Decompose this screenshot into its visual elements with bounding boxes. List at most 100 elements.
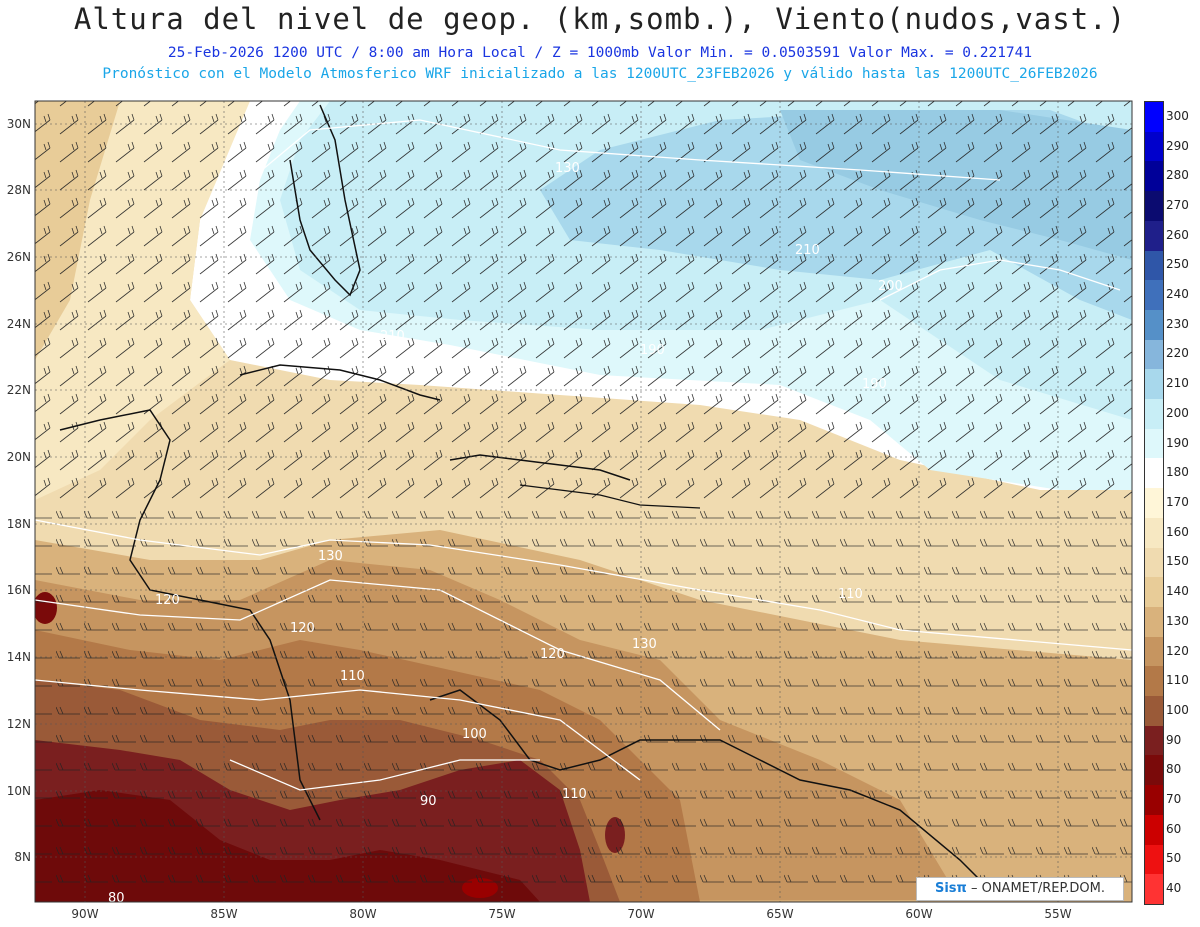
colorbar-level-label: 190 (1166, 435, 1189, 450)
colorbar-level-label: 100 (1166, 702, 1189, 717)
colorbar-level-label: 90 (1166, 732, 1182, 747)
contour-label: 120 (540, 647, 565, 662)
colorbar-cell (1145, 606, 1163, 637)
contour-label: 100 (462, 727, 487, 742)
contour-label: 110 (838, 587, 863, 602)
colorbar-level-label: 70 (1166, 792, 1182, 807)
colorbar-level-label: 170 (1166, 495, 1189, 509)
colorbar-level-label: 270 (1166, 197, 1189, 212)
colorbar-level-label: 290 (1166, 138, 1189, 153)
colorbar-cell (1145, 785, 1163, 816)
colorbar-cell (1145, 161, 1163, 192)
lat-label: 24N (7, 317, 31, 331)
colorbar-level-label: 110 (1166, 673, 1189, 688)
colorbar-level-label: 280 (1166, 168, 1189, 183)
lon-label: 70W (627, 907, 654, 921)
colorbar-level-label: 240 (1166, 287, 1189, 302)
colorbar-cell (1145, 517, 1163, 548)
lon-label: 65W (766, 907, 793, 921)
lon-label: 55W (1044, 907, 1071, 921)
lon-label: 75W (488, 907, 515, 921)
colorbar-cell (1145, 399, 1163, 430)
lat-label: 14N (7, 650, 31, 664)
lat-label: 16N (7, 583, 31, 597)
contour-label: 210 (380, 329, 405, 344)
contour-label: 110 (562, 787, 587, 802)
colorbar-level-label: 230 (1166, 316, 1189, 331)
colorbar-cell (1145, 488, 1163, 519)
lat-label: 28N (7, 183, 31, 197)
colorbar-level-label: 210 (1166, 376, 1189, 391)
colorbar-cell (1145, 874, 1163, 905)
colorbar-cell (1145, 696, 1163, 727)
colorbar-level-label: 180 (1166, 465, 1189, 480)
lat-label: 22N (7, 383, 31, 397)
colorbar-level-label: 130 (1166, 613, 1189, 628)
contour-label: 80 (108, 891, 125, 906)
lat-label: 8N (14, 850, 31, 864)
colorbar-cell (1145, 547, 1163, 578)
colorbar-cell (1145, 280, 1163, 311)
contour-label: 120 (155, 593, 180, 608)
logo-text: – ONAMET/REP.DOM. (970, 881, 1105, 896)
colorbar-level-label: 250 (1166, 257, 1189, 272)
colorbar-level-label: 50 (1166, 851, 1182, 866)
lon-label: 85W (210, 907, 237, 921)
colorbar (1144, 101, 1164, 905)
colorbar-level-label: 80 (1166, 762, 1182, 777)
colorbar-level-label: 260 (1166, 227, 1189, 242)
lat-label: 20N (7, 450, 31, 464)
colorbar-cell (1145, 844, 1163, 875)
lon-label: 90W (71, 907, 98, 921)
contour-label: 130 (632, 637, 657, 652)
logo-brand: Sisπ (934, 881, 967, 896)
onamet-logo: Sisπ – ONAMET/REP.DOM. (916, 877, 1124, 901)
contour-label: 190 (640, 343, 665, 358)
colorbar-cell (1145, 458, 1163, 489)
map-field: 130 120 110 100 90 80 110 120 130 120 11… (35, 101, 1132, 906)
colorbar-level-label: 120 (1166, 643, 1189, 658)
colorbar-cell (1145, 577, 1163, 608)
map-subtitle-model-info: Pronóstico con el Modelo Atmosferico WRF… (102, 66, 1098, 82)
contour-label: 190 (862, 377, 887, 392)
colorbar-level-label: 220 (1166, 346, 1189, 361)
lat-label: 10N (7, 784, 31, 798)
lat-label: 12N (7, 717, 31, 731)
colorbar-level-label: 300 (1166, 108, 1189, 123)
colorbar-cell (1145, 250, 1163, 281)
colorbar-level-label: 40 (1166, 881, 1182, 896)
colorbar-level-label: 140 (1166, 584, 1189, 599)
colorbar-cell (1145, 428, 1163, 459)
colorbar-cell (1145, 666, 1163, 697)
colorbar-cell (1145, 814, 1163, 845)
map-subtitle-valid-time: 25-Feb-2026 1200 UTC / 8:00 am Hora Loca… (167, 45, 1033, 61)
colorbar-level-label: 150 (1166, 554, 1189, 569)
contour-label: 90 (420, 794, 437, 809)
map-title: Altura del nivel de geop. (km,somb.), Vi… (73, 2, 1127, 36)
colorbar-cell (1145, 636, 1163, 667)
colorbar-cell (1145, 755, 1163, 786)
colorbar-level-label: 200 (1166, 405, 1189, 420)
lat-label: 18N (7, 517, 31, 531)
contour-label: 210 (795, 243, 820, 258)
contour-label: 120 (290, 621, 315, 636)
contour-label: 110 (340, 669, 365, 684)
lon-label: 80W (349, 907, 376, 921)
lon-label: 60W (905, 907, 932, 921)
colorbar-cell (1145, 131, 1163, 162)
colorbar-cell (1145, 102, 1163, 132)
colorbar-cell (1145, 191, 1163, 222)
colorbar-cell (1145, 220, 1163, 251)
colorbar-cell (1145, 725, 1163, 756)
colorbar-cell (1145, 369, 1163, 400)
lat-label: 26N (7, 250, 31, 264)
colorbar-level-label: 160 (1166, 524, 1189, 539)
contour-label: 130 (555, 161, 580, 176)
lat-label: 30N (7, 117, 31, 131)
colorbar-cell (1145, 339, 1163, 370)
colorbar-level-label: 60 (1166, 821, 1182, 836)
contour-label: 130 (318, 549, 343, 564)
contour-label: 200 (878, 279, 903, 294)
colorbar-cell (1145, 309, 1163, 340)
